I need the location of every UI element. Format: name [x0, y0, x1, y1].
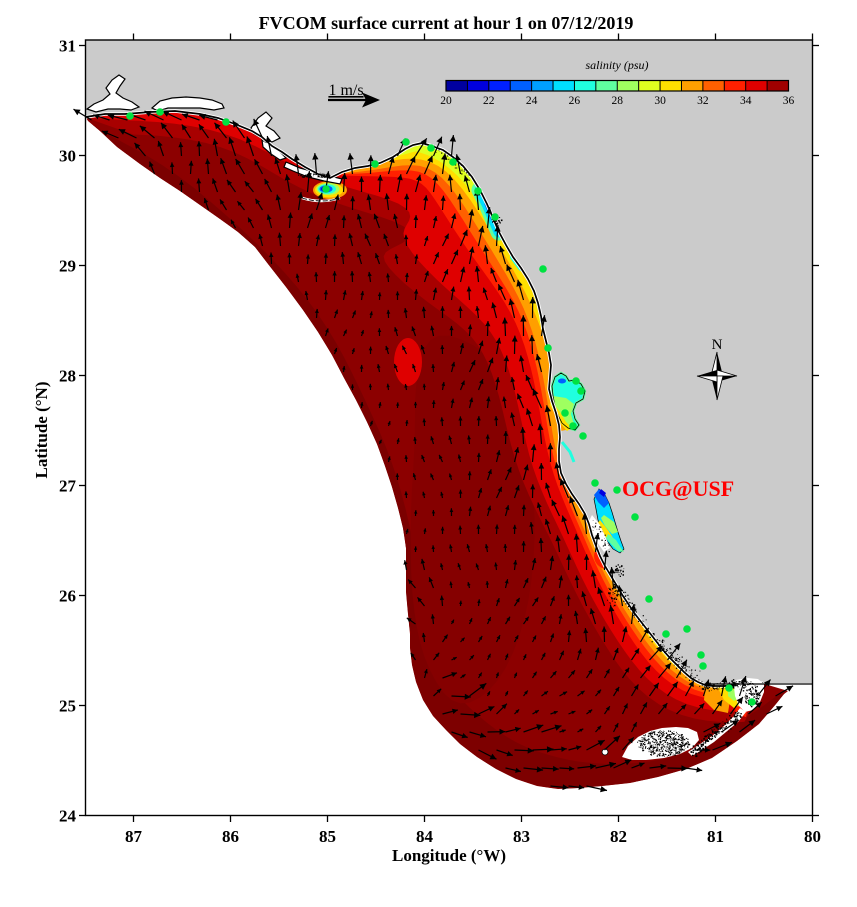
svg-text:34: 34: [740, 95, 752, 107]
svg-text:OCG@USF: OCG@USF: [622, 476, 734, 501]
svg-text:20: 20: [440, 95, 452, 107]
svg-text:81: 81: [707, 827, 724, 846]
svg-text:28: 28: [611, 95, 623, 107]
svg-text:Longitude (°W): Longitude (°W): [392, 846, 506, 865]
svg-text:22: 22: [483, 95, 495, 107]
svg-text:28: 28: [59, 367, 76, 386]
svg-text:salinity (psu): salinity (psu): [586, 58, 649, 72]
svg-text:86: 86: [222, 827, 239, 846]
svg-text:1 m/s: 1 m/s: [328, 82, 363, 99]
svg-text:83: 83: [513, 827, 530, 846]
svg-text:32: 32: [697, 95, 709, 107]
svg-text:30: 30: [59, 147, 76, 166]
svg-text:FVCOM surface current at hour: FVCOM surface current at hour 1 on 07/12…: [259, 13, 634, 33]
svg-text:80: 80: [804, 827, 821, 846]
svg-text:36: 36: [783, 95, 795, 107]
svg-text:30: 30: [654, 95, 666, 107]
svg-text:Latitude (°N): Latitude (°N): [32, 382, 51, 479]
svg-text:87: 87: [125, 827, 143, 846]
svg-text:31: 31: [59, 37, 76, 56]
svg-text:26: 26: [569, 95, 581, 107]
svg-text:26: 26: [59, 587, 76, 606]
svg-text:24: 24: [59, 807, 77, 826]
svg-text:82: 82: [610, 827, 627, 846]
svg-text:27: 27: [59, 477, 77, 496]
svg-text:85: 85: [319, 827, 336, 846]
svg-text:N: N: [712, 337, 723, 353]
svg-text:29: 29: [59, 257, 76, 276]
svg-text:24: 24: [526, 95, 538, 107]
svg-text:84: 84: [416, 827, 434, 846]
svg-text:25: 25: [59, 697, 76, 716]
